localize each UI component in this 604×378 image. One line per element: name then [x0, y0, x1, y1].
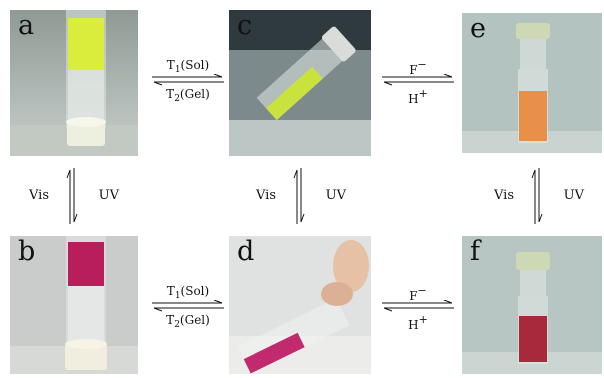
- arrow-label-t2-gel: T2(Gel): [166, 87, 210, 104]
- photo-panel-a: a: [10, 10, 138, 156]
- vertical-arrow-c-d: Vis UV: [256, 166, 346, 226]
- vertical-arrow-e-f: Vis UV: [494, 166, 584, 226]
- vis-label: Vis: [29, 188, 49, 203]
- vial-yellow-gel-image: [10, 10, 138, 156]
- vial-yellow-solution-image: [229, 10, 371, 156]
- arrow-label-proton: H+: [408, 87, 428, 106]
- arrow-label-fluoride: F−: [409, 58, 427, 77]
- panel-label-c: c: [237, 10, 253, 41]
- equilibrium-arrow-a-c: T1(Sol) T2(Gel): [150, 58, 226, 106]
- arrow-label-t1-sol: T1(Sol): [166, 284, 210, 301]
- vertical-harpoon-icon: [66, 168, 78, 224]
- panel-label-a: a: [18, 10, 35, 41]
- vial-magenta-gel-image: [10, 236, 138, 374]
- photo-panel-e: e: [462, 13, 602, 153]
- arrow-label-t2-gel: T2(Gel): [166, 313, 210, 330]
- panel-label-e: e: [470, 13, 486, 44]
- double-harpoon-icon: [382, 300, 454, 312]
- panel-label-d: d: [237, 236, 255, 267]
- arrow-label-fluoride: F−: [409, 284, 427, 303]
- arrow-label-t1-sol: T1(Sol): [166, 58, 210, 75]
- panel-label-f: f: [470, 236, 480, 267]
- photo-panel-d: d: [229, 236, 371, 374]
- photo-panel-b: b: [10, 236, 138, 374]
- equilibrium-arrow-c-e: F− H+: [380, 58, 456, 106]
- vis-label: Vis: [256, 188, 276, 203]
- vis-label: Vis: [494, 188, 514, 203]
- uv-label: UV: [98, 188, 119, 203]
- vertical-harpoon-icon: [293, 168, 305, 224]
- arrow-label-proton: H+: [408, 313, 428, 332]
- uv-label: UV: [563, 188, 584, 203]
- equilibrium-arrow-d-f: F− H+: [380, 284, 456, 332]
- panel-label-b: b: [18, 236, 36, 267]
- double-harpoon-icon: [152, 300, 224, 312]
- equilibrium-arrow-b-d: T1(Sol) T2(Gel): [150, 284, 226, 332]
- vial-red-solution-image: [462, 236, 602, 374]
- vial-magenta-solution-image: [229, 236, 371, 374]
- vertical-arrow-a-b: Vis UV: [29, 166, 119, 226]
- uv-label: UV: [325, 188, 346, 203]
- double-harpoon-icon: [152, 74, 224, 86]
- vial-orange-solution-image: [462, 13, 602, 153]
- vertical-harpoon-icon: [531, 168, 543, 224]
- photo-panel-f: f: [462, 236, 602, 374]
- double-harpoon-icon: [382, 74, 454, 86]
- photo-panel-c: c: [229, 10, 371, 156]
